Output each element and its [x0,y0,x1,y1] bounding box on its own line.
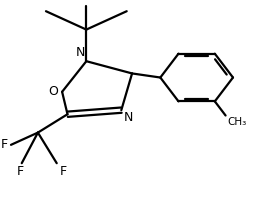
Text: F: F [59,165,67,178]
Text: N: N [76,46,85,59]
Text: F: F [1,138,8,151]
Text: O: O [48,85,58,98]
Text: N: N [124,111,133,124]
Text: F: F [17,165,24,178]
Text: CH₃: CH₃ [227,116,246,126]
